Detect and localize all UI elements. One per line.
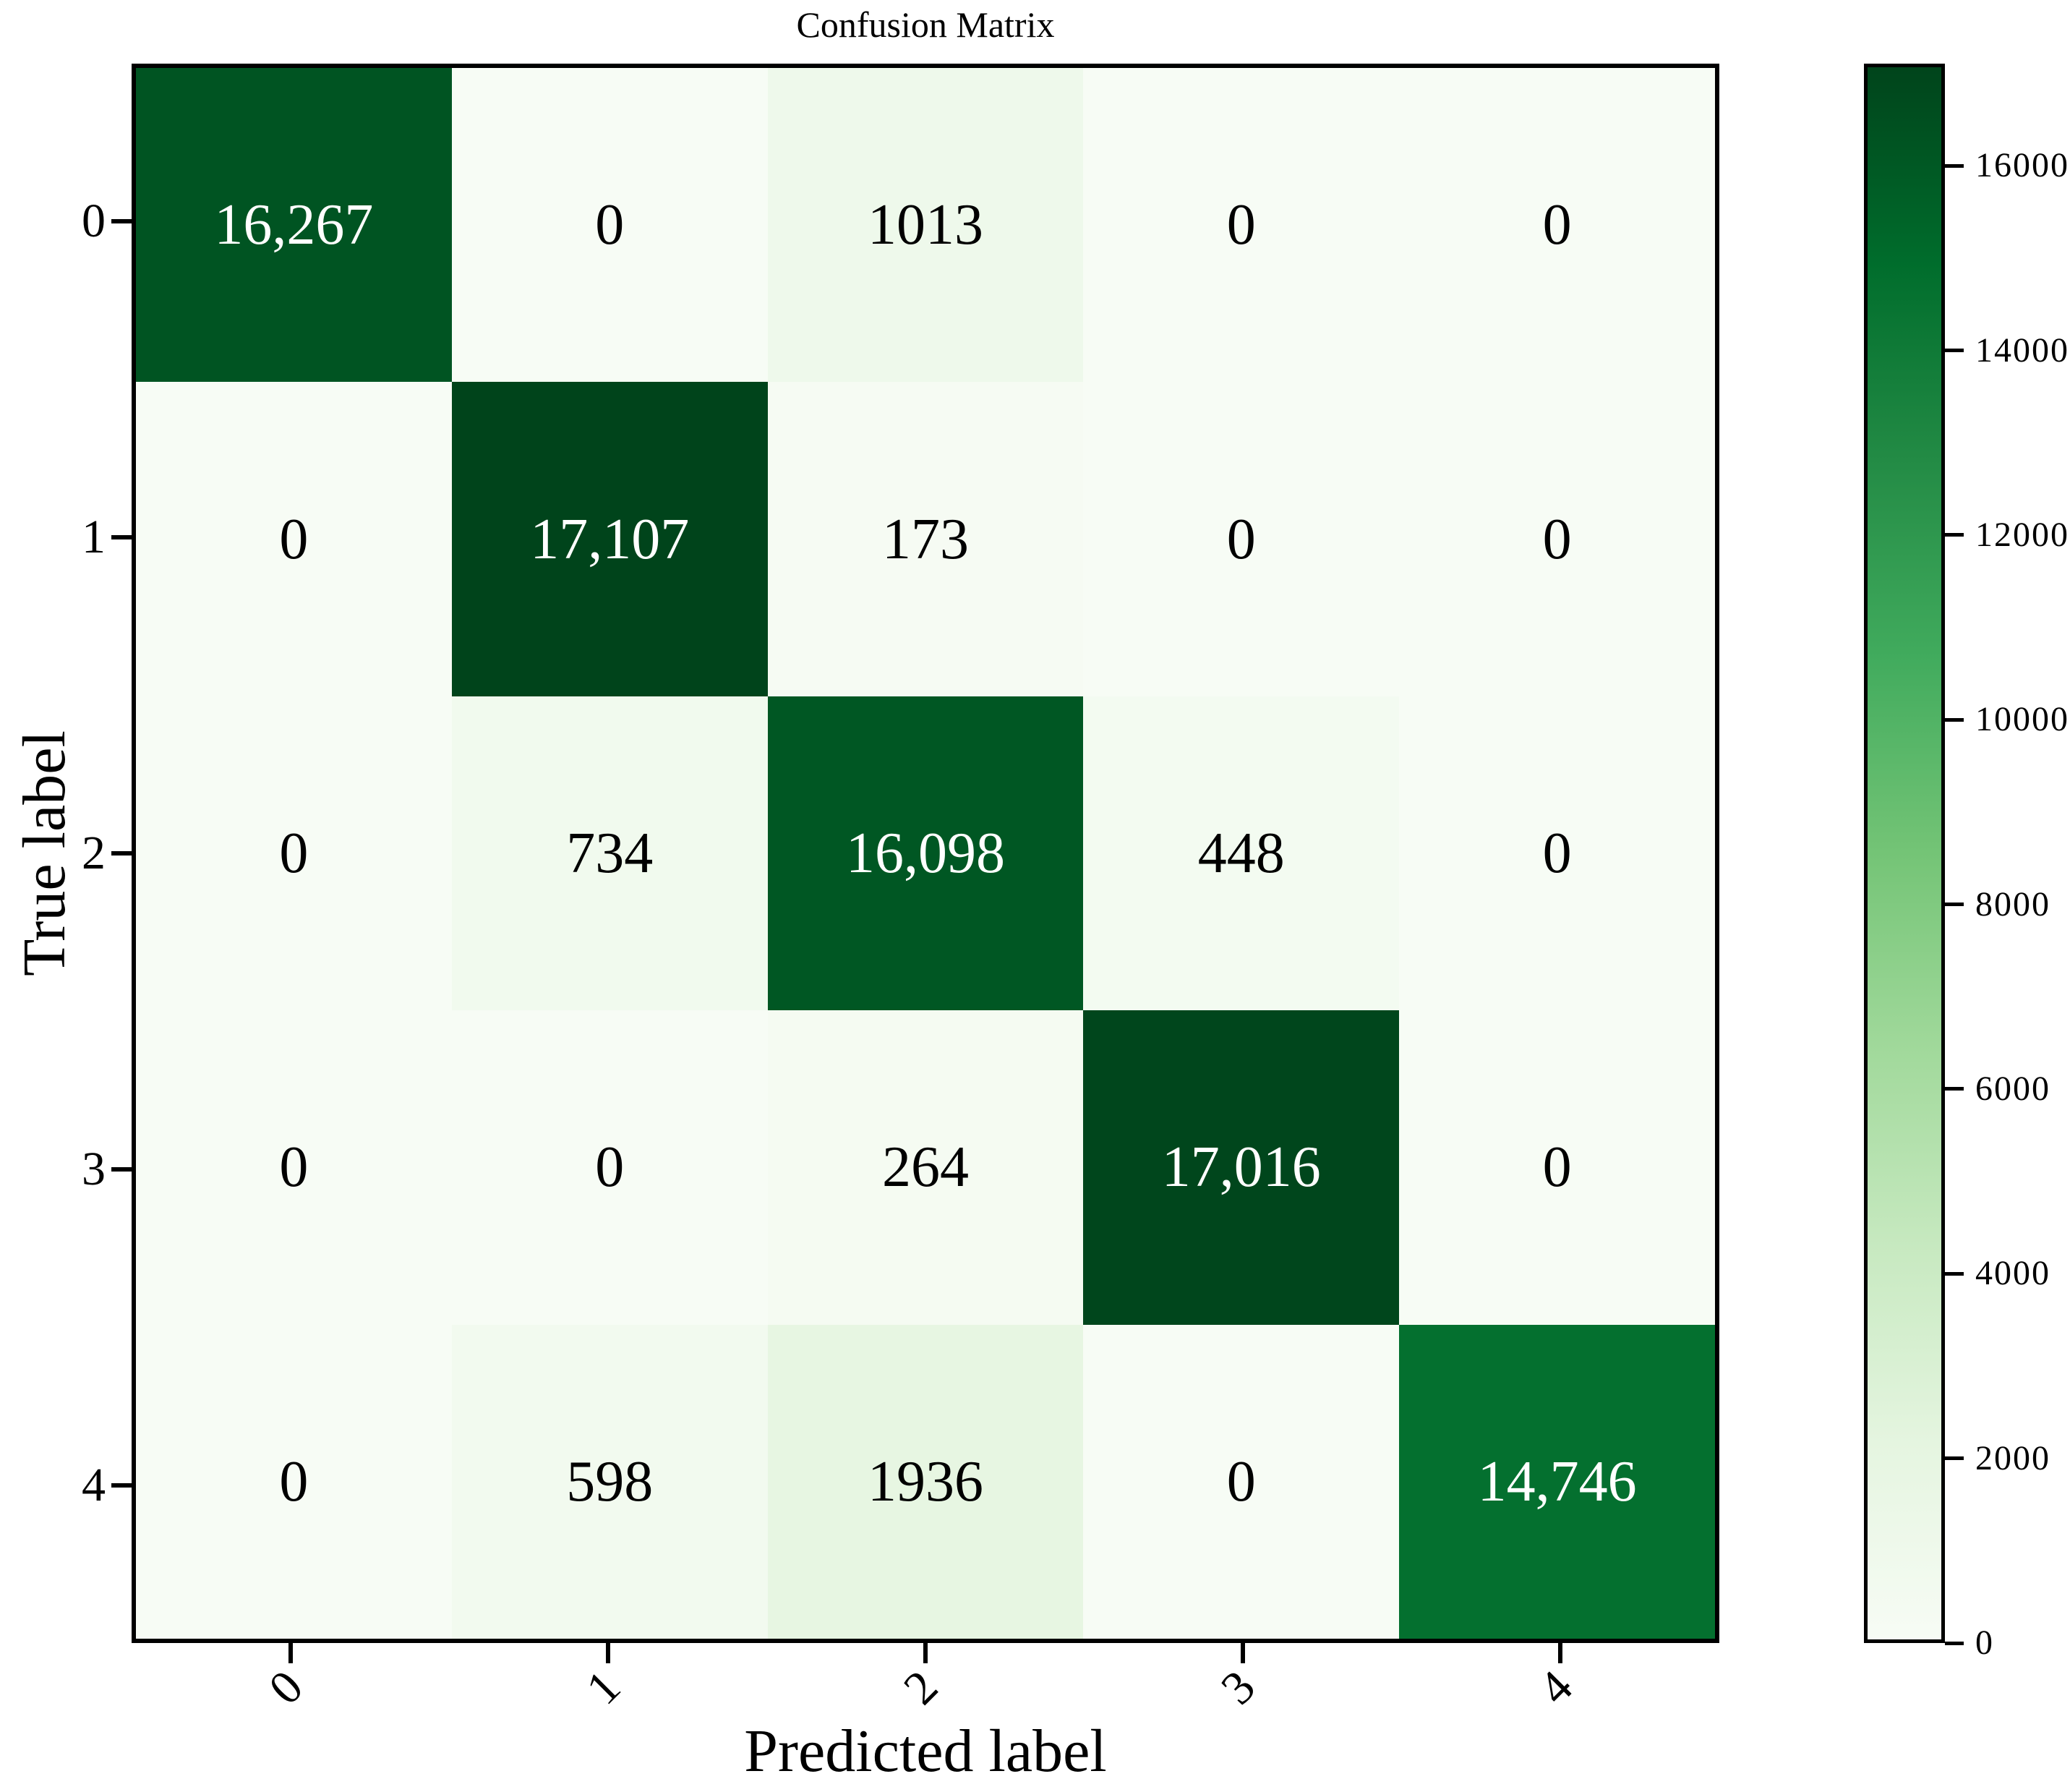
colorbar-tick-label: 12000: [1975, 515, 2069, 554]
y-tick-mark: [111, 851, 132, 856]
cell-value: 0: [1542, 1135, 1572, 1200]
y-tick-mark: [111, 535, 132, 540]
cell-value: 264: [881, 1135, 969, 1200]
colorbar-tick-mark: [1945, 163, 1964, 168]
colorbar-tick-mark: [1945, 1456, 1964, 1461]
cell-value: 14,746: [1477, 1449, 1637, 1514]
heatmap-cell-r1-c2: 173: [767, 382, 1084, 696]
x-tick-label: 3: [1211, 1660, 1266, 1715]
x-tick-mark: [923, 1643, 928, 1663]
heatmap-grid: 16,267 0 1013 0 0 0 17,107 173 0 0 0 734 16,098 448 0 0…: [136, 68, 1715, 1639]
heatmap-cell-r0-c2: 1013: [767, 68, 1084, 383]
colorbar-tick-label: 8000: [1975, 884, 2050, 923]
heatmap-cell-r0-c4: 0: [1399, 68, 1715, 383]
cell-value: 1936: [867, 1449, 983, 1514]
y-tick-label: 0: [82, 195, 106, 248]
y-tick-mark: [111, 1166, 132, 1172]
y-tick-label: 4: [82, 1458, 106, 1511]
cell-value: 0: [279, 1449, 309, 1514]
heatmap-cell-r1-c3: 0: [1083, 382, 1400, 696]
heatmap-cell-r1-c4: 0: [1399, 382, 1715, 696]
heatmap-cell-r4-c1: 598: [451, 1324, 768, 1639]
cell-value: 16,267: [214, 193, 374, 257]
colorbar-tick-mark: [1945, 717, 1964, 722]
heatmap-cell-r4-c0: 0: [136, 1324, 452, 1639]
heatmap-cell-r3-c0: 0: [136, 1010, 452, 1325]
cell-value: 598: [566, 1449, 654, 1514]
colorbar-tick-label: 16000: [1975, 146, 2069, 185]
x-tick-label: 2: [894, 1660, 949, 1715]
cell-value: 448: [1197, 821, 1285, 885]
heatmap-cell-r4-c4: 14,746: [1399, 1324, 1715, 1639]
heatmap-cell-r2-c3: 448: [1083, 696, 1400, 1011]
cell-value: 734: [566, 821, 654, 885]
x-tick-label: 1: [576, 1660, 630, 1715]
colorbar-tick-label: 4000: [1975, 1254, 2050, 1293]
heatmap-cell-r2-c4: 0: [1399, 696, 1715, 1011]
x-tick-mark: [605, 1643, 610, 1663]
y-tick-label: 3: [82, 1142, 106, 1195]
cell-value: 0: [1542, 821, 1572, 885]
colorbar-tick-label: 14000: [1975, 330, 2069, 370]
cell-value: 173: [881, 507, 969, 571]
cell-value: 0: [595, 193, 625, 257]
cell-value: 1013: [867, 193, 983, 257]
heatmap-cell-r4-c2: 1936: [767, 1324, 1084, 1639]
colorbar-tick-mark: [1945, 1271, 1964, 1276]
colorbar-tick-label: 10000: [1975, 700, 2069, 739]
cell-value: 0: [279, 507, 309, 571]
cell-value: 0: [1226, 193, 1256, 257]
cell-value: 0: [595, 1135, 625, 1200]
cell-value: 0: [1226, 1449, 1256, 1514]
cell-value: 0: [279, 1135, 309, 1200]
colorbar-tick-label: 6000: [1975, 1069, 2050, 1108]
heatmap-cell-r3-c2: 264: [767, 1010, 1084, 1325]
cell-value: 17,016: [1161, 1135, 1321, 1200]
heatmap-cell-r2-c1: 734: [451, 696, 768, 1011]
cell-value: 16,098: [845, 821, 1005, 885]
cell-value: 0: [1542, 507, 1572, 571]
colorbar-tick-mark: [1945, 349, 1964, 353]
colorbar-tick-mark: [1945, 1641, 1964, 1645]
heatmap-cell-r3-c1: 0: [451, 1010, 768, 1325]
heatmap-cell-r0-c0: 16,267: [136, 68, 452, 383]
y-tick-mark: [111, 1482, 132, 1488]
heatmap-cell-r1-c0: 0: [136, 382, 452, 696]
y-tick-label: 2: [82, 827, 106, 879]
colorbar-tick-mark: [1945, 903, 1964, 907]
x-tick-mark: [1241, 1643, 1246, 1663]
cell-value: 17,107: [530, 507, 690, 571]
x-tick-label: 4: [1528, 1660, 1583, 1715]
colorbar-tick-mark: [1945, 1087, 1964, 1091]
x-axis-title: Predicted label: [744, 1718, 1107, 1785]
heatmap-cell-r2-c0: 0: [136, 696, 452, 1011]
x-tick-label: 0: [258, 1660, 313, 1715]
colorbar-gradient: [1864, 64, 1945, 1643]
colorbar-tick-mark: [1945, 533, 1964, 537]
y-axis-title: True label: [10, 730, 78, 976]
y-tick-mark: [111, 219, 132, 224]
colorbar-tick-label: 0: [1975, 1624, 1994, 1662]
cell-value: 0: [1226, 507, 1256, 571]
heatmap-plot-area: 16,267 0 1013 0 0 0 17,107 173 0 0 0 734 16,098 448 0 0…: [132, 64, 1719, 1643]
heatmap-cell-r3-c4: 0: [1399, 1010, 1715, 1325]
cell-value: 0: [279, 821, 309, 885]
heatmap-cell-r1-c1: 17,107: [451, 382, 768, 696]
heatmap-cell-r3-c3: 17,016: [1083, 1010, 1400, 1325]
figure-title: Confusion Matrix: [796, 4, 1055, 45]
cell-value: 0: [1542, 193, 1572, 257]
colorbar-tick-label: 2000: [1975, 1438, 2050, 1477]
y-tick-label: 1: [82, 511, 106, 564]
x-tick-mark: [288, 1643, 293, 1663]
heatmap-cell-r0-c3: 0: [1083, 68, 1400, 383]
x-tick-mark: [1558, 1643, 1563, 1663]
heatmap-cell-r4-c3: 0: [1083, 1324, 1400, 1639]
heatmap-cell-r0-c1: 0: [451, 68, 768, 383]
heatmap-cell-r2-c2: 16,098: [767, 696, 1084, 1011]
